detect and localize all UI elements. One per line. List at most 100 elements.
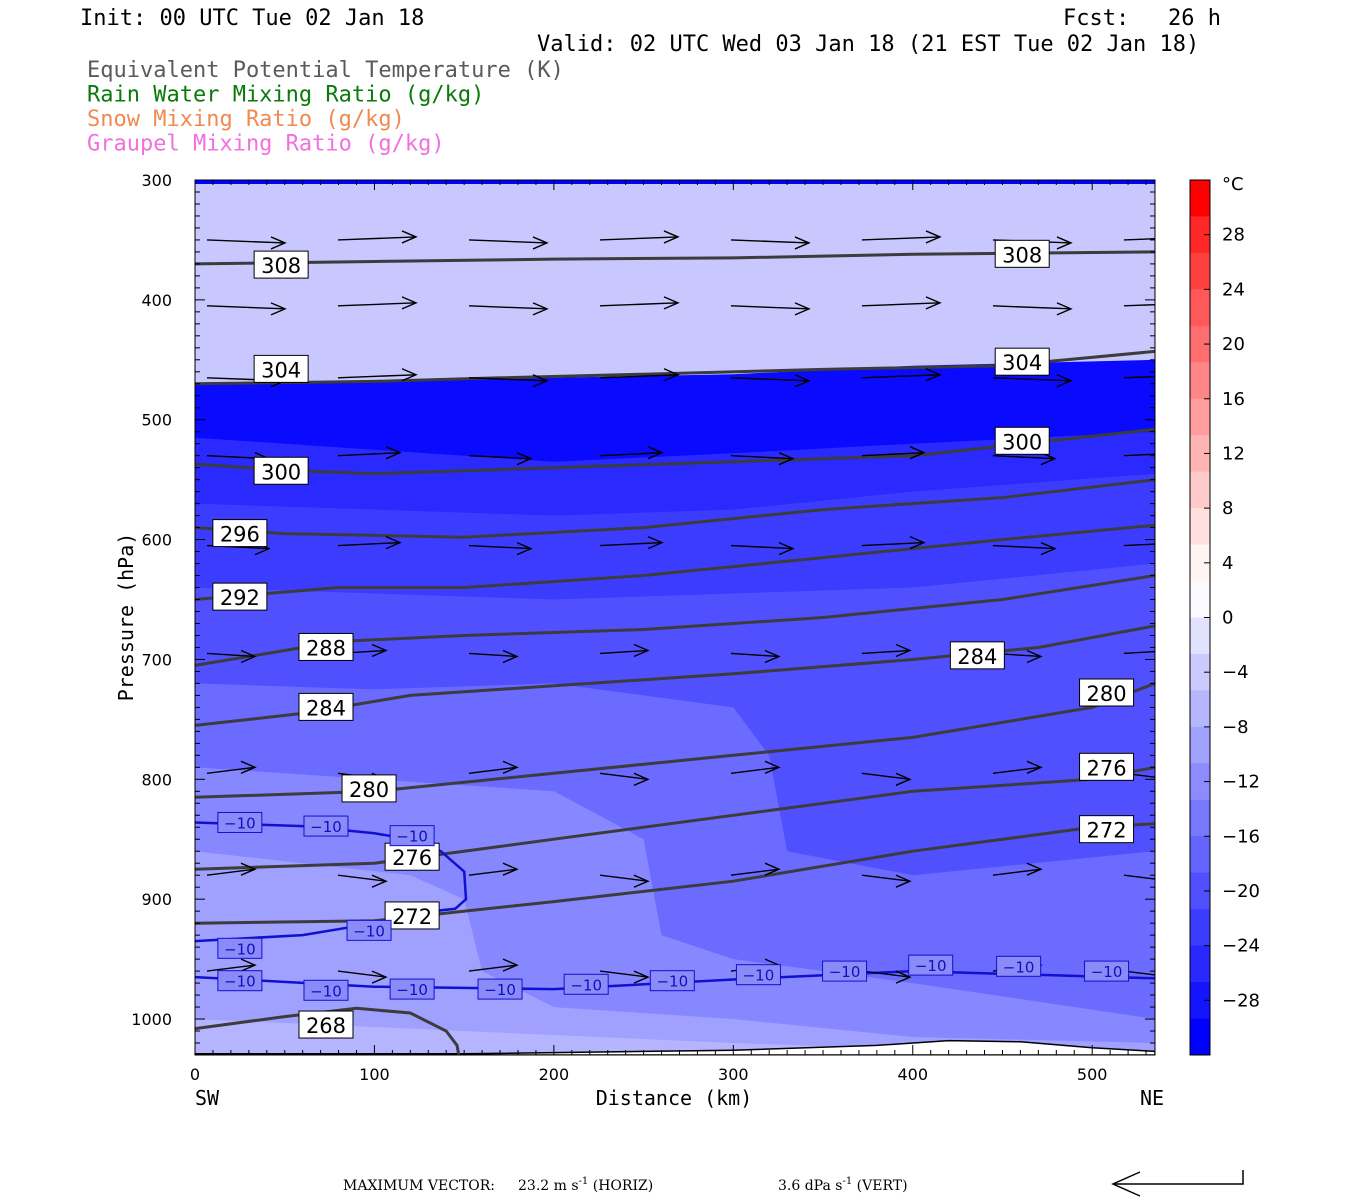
y-tick-label: 1000: [131, 1010, 172, 1029]
wind-vector-shaft: [1123, 970, 1155, 976]
wind-vector-head: [909, 535, 926, 550]
theta-e-label-box: [253, 456, 309, 485]
wind-vector: [468, 760, 519, 775]
wind-vector-head: [371, 874, 388, 888]
wind-vector-head: [764, 760, 781, 774]
colorbar-swatch: [1190, 180, 1210, 217]
colorbar-swatch: [1190, 398, 1210, 436]
wind-vector-head: [1158, 971, 1172, 983]
wind-vector-head: [1056, 302, 1073, 316]
wind-vector: [730, 302, 811, 316]
wind-vector-shaft: [337, 374, 417, 379]
colorbar-swatch: [1190, 617, 1210, 655]
wind-vector: [730, 452, 795, 466]
wind-vector-head: [516, 541, 533, 556]
colorbar-swatch: [1190, 252, 1210, 290]
temperature-label-box: [1084, 960, 1130, 982]
theta-e-label-box: [994, 347, 1050, 376]
wind-vector-shaft: [861, 236, 940, 241]
wind-vector: [861, 970, 912, 984]
colorbar-tick-label: −28: [1222, 990, 1260, 1011]
theta-e-label: 292: [220, 586, 260, 610]
valid-time: Valid: 02 UTC Wed 03 Jan 18 (21 EST Tue …: [537, 32, 1199, 57]
wind-vector-shaft: [861, 970, 911, 978]
theta-e-contour: [195, 478, 1155, 539]
wind-vector-head: [401, 296, 418, 310]
theta-e-label-box: [212, 582, 268, 611]
wind-vector-head: [1158, 773, 1172, 785]
theta-e-label: 272: [1087, 819, 1127, 843]
y-axis-label: Pressure (hPa): [114, 533, 138, 702]
colorbar-tick-label: −4: [1222, 662, 1249, 683]
temperature-label-box: [389, 825, 435, 847]
init-time: Init: 00 UTC Tue 02 Jan 18: [80, 6, 424, 31]
wind-vector: [206, 760, 257, 775]
wind-vector: [861, 368, 942, 382]
wind-vector-head: [516, 452, 533, 466]
wind-vector: [730, 760, 781, 775]
wind-vector-head: [240, 862, 257, 876]
colorbar-swatch: [1190, 909, 1210, 947]
x-tick-label: 300: [718, 1065, 749, 1084]
wind-vector-shaft: [599, 374, 678, 379]
theta-e-label: 276: [392, 846, 432, 870]
wind-vector: [206, 236, 287, 250]
wind-vector-head: [663, 296, 680, 310]
wind-vector-shaft: [730, 544, 793, 550]
wind-vector-head: [371, 643, 388, 658]
field-legend: Equivalent Potential Temperature (K)Rain…: [87, 58, 564, 157]
max-horizontal-vector: 23.2 m s-1 (HORIZ): [518, 1176, 653, 1194]
wind-vector: [468, 649, 519, 664]
colorbar-tick-label: 24: [1222, 279, 1245, 300]
wind-vector-head: [401, 368, 418, 382]
wind-vector-head: [1172, 537, 1186, 549]
wind-vector-shaft: [730, 239, 809, 244]
theta-e-label-box: [1079, 815, 1135, 844]
wind-vector-head: [794, 236, 811, 250]
theta-e-label: 308: [261, 254, 301, 278]
temperature-label: −10: [224, 814, 256, 832]
temperature-label-box: [563, 973, 609, 995]
wind-vector: [730, 541, 795, 556]
wind-vector-head: [401, 230, 418, 244]
theta-e-label: 304: [261, 358, 301, 382]
temperature-label-box: [217, 970, 263, 992]
wind-vector-shaft: [206, 868, 256, 876]
theta-e-contour: [195, 574, 1155, 667]
theta-e-contour: [195, 250, 1155, 266]
wind-vector-head: [663, 368, 680, 382]
temperature-label-box: [996, 955, 1042, 977]
theta-e-label-box: [1079, 678, 1135, 707]
temperature-label: −10: [915, 957, 947, 975]
temperature-label-box: [217, 811, 263, 833]
colorbar-swatch: [1190, 799, 1210, 837]
wind-vector-shaft: [599, 451, 663, 457]
wind-vector: [599, 970, 650, 984]
temperature-label: −10: [310, 982, 342, 1000]
theta-e-label-box: [298, 632, 354, 661]
wind-vector-shaft: [599, 541, 663, 547]
plot-frame: [194, 179, 1156, 1056]
forecast-hour: 26 h: [1168, 6, 1221, 31]
x-axis: 0 100 200 300 400 500: [190, 180, 1147, 1084]
wind-vector-shaft: [337, 302, 417, 307]
theta-e-label-box: [384, 842, 440, 871]
theta-e-label: 284: [957, 645, 997, 669]
legend-item: Rain Water Mixing Ratio (g/kg): [87, 83, 484, 108]
wind-vector-shaft: [992, 868, 1042, 876]
temperature-label: −10: [396, 828, 428, 846]
theta-e-label: 300: [1002, 430, 1042, 454]
wind-vector: [861, 535, 926, 550]
right-end-label: NE: [1140, 1086, 1164, 1110]
theta-e-label: 304: [1002, 351, 1042, 375]
wind-vector: [337, 535, 402, 550]
wind-vector-shaft: [992, 544, 1055, 550]
wind-vector-head: [270, 236, 287, 250]
wind-vector-head: [764, 862, 781, 876]
wind-vector: [992, 541, 1057, 556]
wind-vector: [599, 535, 664, 550]
wind-vector: [599, 874, 650, 888]
wind-vector-shaft: [468, 377, 548, 382]
wind-vector-shaft: [1123, 874, 1155, 880]
